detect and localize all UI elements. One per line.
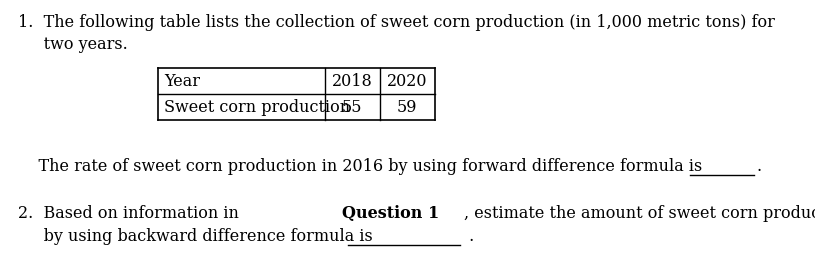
Text: 2020: 2020	[387, 73, 427, 89]
Text: Sweet corn production: Sweet corn production	[164, 98, 350, 116]
Text: The rate of sweet corn production in 2016 by using forward difference formula is: The rate of sweet corn production in 201…	[18, 158, 703, 175]
Text: Year: Year	[164, 73, 200, 89]
Text: by using backward difference formula is: by using backward difference formula is	[18, 228, 372, 245]
Text: 55: 55	[341, 98, 362, 116]
Text: 59: 59	[397, 98, 417, 116]
Text: , estimate the amount of sweet corn production in 2016: , estimate the amount of sweet corn prod…	[464, 205, 815, 222]
Text: .: .	[756, 158, 761, 175]
Text: two years.: two years.	[18, 36, 128, 53]
Text: .: .	[464, 228, 474, 245]
Text: 2.  Based on information in: 2. Based on information in	[18, 205, 244, 222]
Text: 2018: 2018	[332, 73, 372, 89]
Text: 1.  The following table lists the collection of sweet corn production (in 1,000 : 1. The following table lists the collect…	[18, 14, 775, 31]
Text: Question 1: Question 1	[341, 205, 439, 222]
